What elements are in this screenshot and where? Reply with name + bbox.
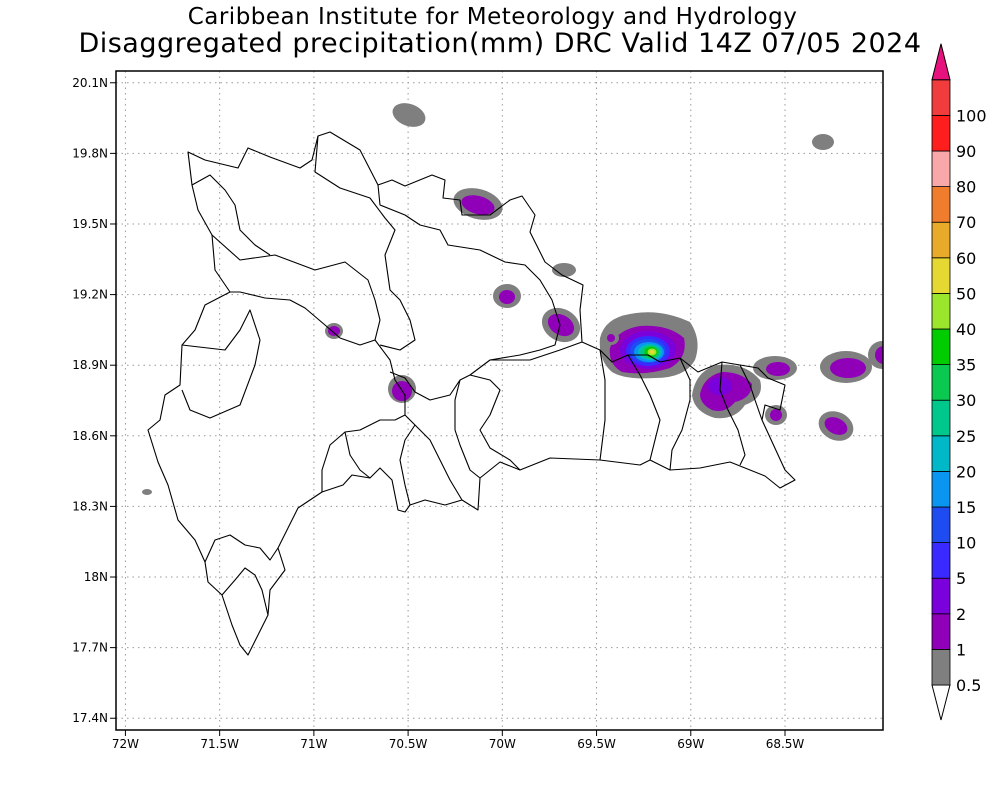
lat-tick-label: 19.8N <box>72 146 108 160</box>
lat-lon-grid <box>116 71 883 730</box>
coastline-outline <box>147 131 796 656</box>
precip-cell-north-coast <box>392 103 426 127</box>
colorbar-level-label: 50 <box>956 284 976 303</box>
colorbar-swatch <box>931 506 951 543</box>
colorbar-level-label: 35 <box>956 356 976 375</box>
country-boundaries <box>147 131 796 656</box>
lon-tick-label: 69W <box>677 737 704 751</box>
colorbar-level-label: 90 <box>956 142 976 161</box>
lon-tick-label: 72W <box>112 737 139 751</box>
precip-cell-sea-4 <box>812 134 834 150</box>
colorbar-level-label: 2 <box>956 605 966 624</box>
lat-tick-label: 19.2N <box>72 288 108 302</box>
colorbar-level-label: 30 <box>956 391 976 410</box>
colorbar-swatch <box>931 79 951 116</box>
colorbar-level-label: 10 <box>956 534 976 553</box>
lat-tick-label: 18N <box>84 570 108 584</box>
lon-tick-label: 68.5W <box>766 737 805 751</box>
colorbar-swatch <box>931 292 951 330</box>
colorbar-level-label: 1 <box>956 640 966 659</box>
lon-tick-label: 71.5W <box>200 737 239 751</box>
colorbar-level-label: 60 <box>956 249 976 268</box>
colorbar-swatch <box>931 328 951 365</box>
latitude-axis: 20.1N 19.8N 19.5N 19.2N 18.9N 18.6N 18.3N 18N 17… <box>72 76 116 725</box>
longitude-axis: 72W 71.5W 71W 70.5W 70W 69.5W 69W 68.5W <box>112 730 805 751</box>
colorbar-swatch <box>931 399 951 437</box>
precip-field <box>142 103 883 495</box>
colorbar-swatch <box>931 470 951 508</box>
colorbar-swatch <box>931 115 951 152</box>
colorbar-level-label: 100 <box>956 106 987 125</box>
lon-tick-label: 71W <box>300 737 327 751</box>
colorbar-level-label: 80 <box>956 178 976 197</box>
title-institute: Caribbean Institute for Meteorology and … <box>187 4 798 30</box>
colorbar-swatch <box>931 364 951 401</box>
lat-tick-label: 18.3N <box>72 499 108 513</box>
lat-tick-label: 18.9N <box>72 358 108 372</box>
precip-cell-samana <box>552 263 576 277</box>
colorbar-swatch <box>931 649 951 686</box>
colorbar-swatch <box>931 186 951 223</box>
lat-tick-label: 18.6N <box>72 429 108 443</box>
colorbar-swatch <box>931 577 951 615</box>
colorbar-swatch <box>931 435 951 472</box>
lon-tick-label: 70W <box>489 737 516 751</box>
precip-cell-main <box>599 312 698 379</box>
colorbar-swatch <box>931 150 951 187</box>
lat-tick-label: 20.1N <box>72 76 108 90</box>
plot-frame <box>115 70 884 731</box>
lat-tick-label: 19.5N <box>72 217 108 231</box>
colorbar-level-label: 5 <box>956 569 966 588</box>
colorbar-swatch <box>931 613 951 650</box>
colorbar-level-label: 70 <box>956 213 976 232</box>
colorbar-swatch <box>931 542 951 579</box>
precip-cell-west <box>142 489 152 495</box>
lat-tick-label: 17.7N <box>72 641 108 655</box>
colorbar-level-label: 25 <box>956 427 976 446</box>
lat-tick-label: 17.4N <box>72 711 108 725</box>
lon-tick-label: 69.5W <box>577 737 616 751</box>
colorbar-level-label: 40 <box>956 320 976 339</box>
colorbar-level-label: 0.5 <box>956 676 981 695</box>
colorbar-upper-arrow <box>931 43 951 81</box>
title-product: Disaggregated precipitation(mm) DRC Vali… <box>78 28 922 59</box>
colorbar-swatch <box>931 221 951 259</box>
colorbar-level-label: 20 <box>956 462 976 481</box>
precip-cell-east <box>692 364 761 419</box>
colorbar-level-label: 15 <box>956 498 976 517</box>
lon-tick-label: 70.5W <box>389 737 428 751</box>
plot-area <box>116 71 883 730</box>
colorbar-lower-arrow <box>931 684 951 721</box>
colorbar-swatch <box>931 257 951 294</box>
